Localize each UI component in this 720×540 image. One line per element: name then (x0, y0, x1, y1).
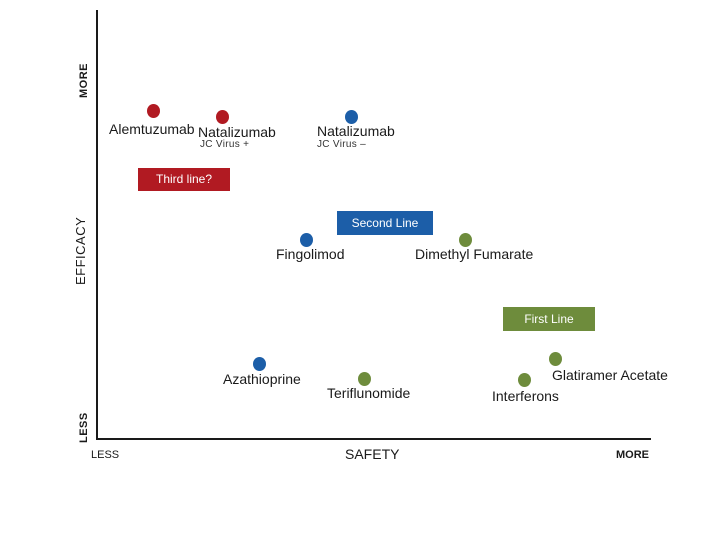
y-axis-more-label: MORE (78, 63, 90, 98)
x-axis-more-label: MORE (616, 449, 649, 461)
natalizumab-jc-negative-label: Natalizumab (317, 123, 395, 139)
teriflunomide-marker (358, 372, 371, 386)
alemtuzumab-label: Alemtuzumab (109, 121, 195, 137)
teriflunomide-label: Teriflunomide (327, 385, 411, 401)
interferons-label: Interferons (492, 388, 559, 404)
y-axis-line (96, 10, 98, 440)
fingolimod-marker (300, 233, 313, 247)
fingolimod-label: Fingolimod (276, 246, 345, 262)
natalizumab-jc-negative-sublabel: JC Virus – (317, 139, 366, 150)
natalizumab-jc-positive-sublabel: JC Virus + (200, 139, 250, 150)
natalizumab-jc-positive-marker (216, 110, 229, 124)
y-axis-title: EFFICACY (73, 216, 88, 285)
azathioprine-marker (253, 357, 266, 371)
azathioprine-label: Azathioprine (223, 371, 301, 387)
glatiramer-acetate-label: Glatiramer Acetate (552, 367, 668, 383)
third-line-box: Third line? (138, 168, 230, 191)
second-line-box: Second Line (337, 211, 433, 235)
y-axis-less-label: LESS (78, 412, 90, 443)
interferons-marker (518, 373, 531, 387)
x-axis-less-label: LESS (91, 449, 120, 461)
natalizumab-jc-negative-marker (345, 110, 358, 124)
natalizumab-jc-positive-label: Natalizumab (198, 124, 276, 140)
first-line-box: First Line (503, 307, 595, 331)
dimethyl-fumarate-marker (459, 233, 472, 247)
x-axis-line (96, 438, 651, 440)
glatiramer-acetate-marker (549, 352, 562, 366)
alemtuzumab-marker (147, 104, 160, 118)
dimethyl-fumarate-label: Dimethyl Fumarate (415, 246, 534, 262)
x-axis-title: SAFETY (345, 446, 400, 462)
